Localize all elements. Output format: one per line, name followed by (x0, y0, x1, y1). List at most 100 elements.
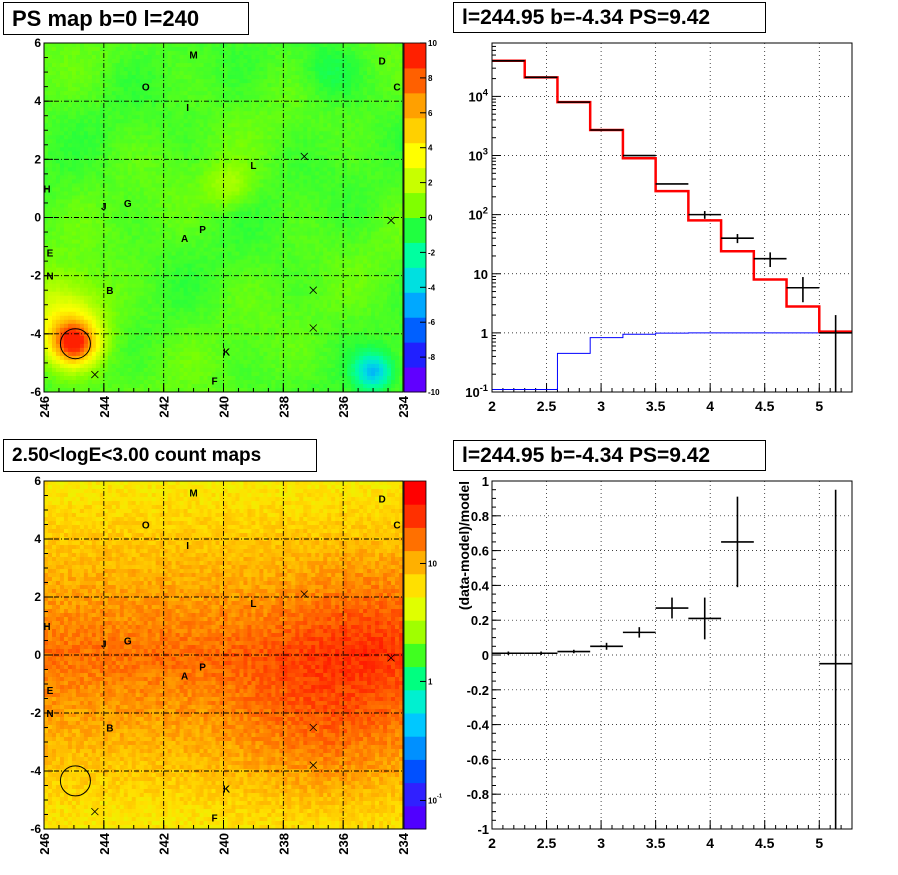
residual-data-point (524, 651, 558, 655)
ps-x-tick-label: 234 (396, 395, 411, 417)
residual-data-point (590, 642, 623, 650)
residual-panel: 2 2.5 3 3.5 4 4.5 5 1 0.8 0.6 0.4 0.2 0 -0.2 -0.4 -0.6 -… (449, 437, 898, 875)
spectrum-y-tick-label: 104 (468, 87, 488, 104)
residual-x-tick-label: 3 (597, 835, 605, 851)
source-label-A: A (181, 671, 188, 682)
residual-y-axis-label: (data-model)/model (456, 481, 472, 610)
count-x-tick-label: 236 (336, 833, 351, 855)
ps-map-panel: 246 244 242 240 238 236 234 6 4 2 0 -2 -4 -6 M D O C I L H J G… (0, 0, 449, 437)
spectrum-title: l=244.95 b=-4.34 PS=9.42 (453, 2, 766, 33)
ps-colorbar-tick-label: 10 (428, 39, 437, 48)
ps-colorbar-segment (404, 292, 426, 318)
ps-y-tick-label: -6 (30, 385, 41, 399)
count-colorbar-segment (404, 550, 426, 575)
ps-x-tick-label: 242 (157, 396, 172, 418)
count-colorbar-segment (404, 736, 426, 760)
count-y-tick-label: -6 (30, 822, 41, 836)
ps-colorbar-tick-label: -6 (428, 318, 436, 327)
residual-grid (492, 481, 852, 829)
ps-colorbar (404, 43, 426, 393)
count-x-tick-label: 238 (276, 833, 291, 855)
spectrum-panel: 2 2.5 3 3.5 4 4.5 5 104 103 102 10 1 10-1 l=244.95 b… (449, 0, 898, 437)
source-label-F: F (211, 813, 217, 824)
source-label-K: K (223, 784, 231, 795)
source-label-L: L (250, 161, 256, 172)
residual-x-tick-label: 4 (706, 835, 714, 851)
spectrum-frame (491, 42, 853, 393)
ps-map-title: PS map b=0 l=240 (3, 2, 249, 35)
ps-y-tick-label: -2 (30, 269, 41, 283)
spectrum-grid (492, 43, 852, 392)
source-label-O: O (142, 83, 150, 94)
source-label-E: E (47, 248, 54, 259)
residual-x-tick-label: 2.5 (537, 835, 557, 851)
ps-colorbar-tick-label: 6 (428, 109, 433, 118)
ps-y-tick-label: 4 (34, 94, 41, 108)
source-cross-marker (91, 807, 99, 816)
source-label-I: I (186, 103, 189, 114)
source-label-A: A (181, 234, 188, 245)
spectrum-data-point (786, 277, 820, 303)
residual-x-tick-label: 2 (488, 835, 496, 851)
residual-data-point (622, 627, 656, 638)
ps-colorbar-segment (404, 342, 426, 368)
source-cross-marker (309, 324, 318, 332)
residual-data-point (819, 489, 852, 829)
source-cross-marker (387, 654, 395, 662)
ps-colorbar-tick-label: 4 (428, 144, 433, 153)
residual-y-tick-label: -0.4 (467, 718, 490, 733)
count-grid (44, 481, 403, 829)
source-label-J: J (101, 202, 107, 213)
count-y-tick-label: -4 (30, 764, 41, 778)
count-colorbar-segment (404, 620, 426, 644)
source-label-B: B (106, 724, 113, 735)
source-label-O: O (142, 521, 150, 532)
ps-colorbar-segment (404, 117, 426, 144)
source-label-H: H (43, 184, 50, 195)
count-map-plot: 246 244 242 240 238 236 234 6 4 2 0 -2 -4 -6 M D O C I L H J G… (30, 474, 442, 855)
ps-colorbar-tick-label: -8 (428, 353, 436, 362)
count-x-tick-label: 240 (217, 833, 232, 855)
ps-colorbar-segment (404, 67, 426, 94)
count-y-tick-label: -2 (30, 706, 41, 720)
ps-colorbar-segment (404, 167, 426, 194)
source-label-N: N (46, 272, 53, 283)
spectrum-data-point (819, 315, 852, 392)
spectrum-x-tick-label: 2 (488, 398, 496, 414)
ps-colorbar-segment (404, 367, 426, 393)
spectrum-total-model-line (492, 59, 852, 333)
residual-y-tick-label: -0.8 (467, 787, 489, 802)
residual-y-tick-label: 0 (482, 648, 489, 663)
ps-colorbar-tick-label: -2 (428, 248, 436, 257)
count-x-tick-label: 234 (396, 832, 411, 854)
spectrum-x-tick-label: 2.5 (537, 398, 557, 414)
source-label-D: D (378, 56, 385, 67)
count-map-panel: 246 244 242 240 238 236 234 6 4 2 0 -2 -4 -6 M D O C I L H J G… (0, 437, 449, 875)
count-colorbar-segment (404, 759, 426, 784)
source-cross-marker (300, 152, 309, 161)
source-label-B: B (106, 286, 113, 297)
spectrum-y-tick-label: 1 (481, 326, 488, 341)
count-colorbar-segment (404, 597, 426, 621)
source-label-C: C (393, 83, 400, 94)
count-colorbar-tick-label: 1 (428, 677, 433, 686)
residual-data-point (492, 651, 525, 655)
residual-data-point (557, 649, 591, 654)
ps-colorbar-segment (404, 217, 426, 243)
ps-colorbar-segment (404, 92, 426, 119)
residual-y-tick-label: -0.6 (467, 752, 489, 767)
source-label-G: G (124, 199, 132, 210)
residual-frame (491, 480, 853, 830)
count-y-tick-label: 0 (34, 648, 41, 662)
ps-colorbar-tick-label: 0 (428, 214, 433, 223)
residual-x-tick-label: 5 (815, 835, 823, 851)
ps-x-tick-label: 238 (276, 396, 291, 418)
source-label-D: D (378, 494, 385, 505)
residual-y-tick-label: -1 (477, 822, 489, 837)
count-x-tick-label: 244 (97, 832, 112, 854)
ps-colorbar-segment (404, 43, 426, 69)
count-colorbar-segment (404, 713, 426, 737)
ps-x-tick-label: 246 (37, 396, 52, 418)
spectrum-y-tick-label: 10 (474, 267, 488, 282)
